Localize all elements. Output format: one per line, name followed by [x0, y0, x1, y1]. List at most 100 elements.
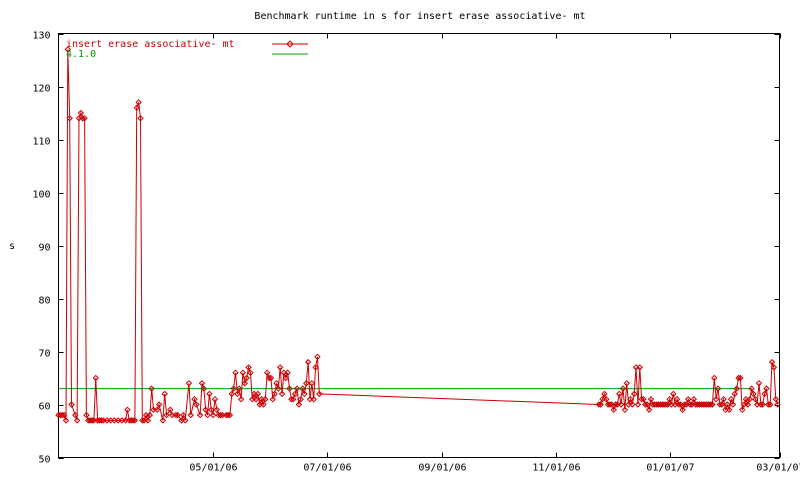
data-point — [263, 369, 271, 376]
data-point — [647, 395, 655, 403]
x-tick-label: 07/01/06 — [303, 463, 351, 474]
data-point — [755, 380, 763, 387]
data-point — [260, 401, 267, 408]
data-point — [202, 406, 209, 414]
data-point — [720, 395, 727, 403]
series-line-main — [58, 49, 779, 422]
data-point — [124, 406, 131, 414]
data-point — [161, 390, 168, 398]
y-tick-label: 70 — [38, 349, 50, 360]
data-point — [167, 406, 174, 414]
data-point — [623, 380, 630, 387]
data-point — [630, 390, 638, 398]
data-point — [144, 417, 152, 424]
data-point — [159, 417, 167, 424]
data-point — [748, 385, 755, 392]
data-point — [634, 401, 642, 408]
data-point — [610, 406, 617, 414]
data-point — [737, 374, 744, 382]
data-point — [312, 364, 319, 371]
data-point — [617, 401, 625, 408]
data-point — [129, 417, 137, 424]
data-point — [59, 411, 66, 419]
data-point — [293, 385, 301, 392]
data-point — [291, 390, 299, 398]
data-point — [314, 353, 321, 361]
data-point — [64, 46, 72, 53]
data-point — [60, 411, 68, 419]
y-tick-label: 80 — [38, 296, 50, 307]
data-point — [234, 390, 241, 398]
data-point — [601, 390, 608, 398]
data-point — [675, 401, 683, 408]
y-tick-label: 50 — [38, 455, 50, 466]
data-point — [739, 406, 746, 414]
data-point — [154, 406, 161, 414]
data-point — [278, 390, 286, 398]
data-point — [744, 401, 752, 408]
data-point — [155, 401, 163, 408]
series-layer — [55, 46, 781, 424]
data-point — [204, 411, 211, 419]
x-tick-label: 05/01/06 — [189, 463, 237, 474]
data-point — [137, 115, 144, 122]
data-point — [269, 395, 276, 403]
data-point — [759, 401, 766, 408]
data-point — [729, 401, 737, 408]
data-point — [88, 417, 96, 424]
data-point — [187, 411, 194, 419]
data-point — [133, 104, 140, 111]
data-point — [774, 401, 781, 408]
data-point — [757, 401, 765, 408]
legend-label-reference: 4.1.0 — [66, 49, 96, 60]
data-point — [621, 406, 629, 414]
data-point — [198, 380, 206, 387]
data-point — [228, 390, 235, 398]
y-tick-label: 60 — [38, 402, 50, 413]
data-point — [131, 417, 139, 424]
data-point — [765, 401, 772, 408]
data-point — [273, 380, 280, 387]
legend: insert erase associative- mt 4.1.0 — [66, 39, 308, 60]
data-point — [83, 411, 90, 419]
data-point — [597, 401, 604, 408]
data-point — [79, 115, 86, 122]
data-point — [662, 401, 670, 408]
data-point — [770, 364, 778, 371]
data-point — [724, 401, 731, 408]
data-point — [77, 109, 85, 117]
data-point — [245, 364, 252, 371]
data-point — [174, 411, 181, 419]
data-point — [718, 401, 725, 408]
data-point — [247, 369, 254, 376]
data-point — [211, 395, 219, 403]
data-point — [193, 401, 200, 408]
x-tick-label: 09/01/06 — [418, 463, 466, 474]
x-tick-label: 11/01/06 — [532, 463, 580, 474]
data-point — [254, 390, 262, 398]
data-point — [243, 374, 250, 382]
data-point — [644, 401, 651, 408]
legend-marker-series — [286, 40, 294, 48]
data-point — [73, 417, 81, 424]
data-point — [172, 411, 180, 419]
data-point — [310, 395, 317, 403]
data-point — [230, 385, 237, 392]
data-point — [208, 406, 215, 414]
chart-title: Benchmark runtime in s for insert erase … — [254, 11, 585, 22]
data-point — [196, 411, 204, 419]
data-point — [606, 401, 614, 408]
data-point — [666, 395, 673, 403]
data-point — [766, 401, 774, 408]
data-point — [299, 385, 306, 392]
data-point — [308, 380, 316, 387]
data-point — [239, 369, 247, 376]
data-point — [673, 395, 681, 403]
data-point — [66, 115, 73, 122]
y-tick-label: 120 — [32, 84, 50, 95]
y-tick-label: 90 — [38, 243, 50, 254]
data-point — [191, 395, 198, 403]
data-point — [716, 401, 724, 408]
plot-frame — [58, 33, 780, 458]
